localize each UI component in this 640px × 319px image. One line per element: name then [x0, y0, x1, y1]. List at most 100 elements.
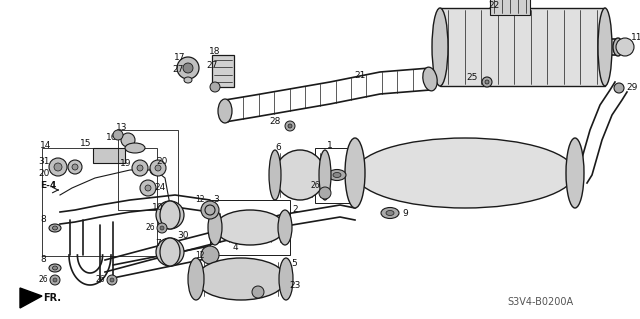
Ellipse shape	[160, 238, 180, 266]
Text: 27: 27	[206, 62, 218, 70]
Circle shape	[485, 80, 489, 84]
Circle shape	[616, 38, 634, 56]
Ellipse shape	[218, 99, 232, 123]
Ellipse shape	[279, 258, 293, 300]
Circle shape	[54, 163, 62, 171]
Ellipse shape	[275, 150, 325, 200]
Circle shape	[288, 124, 292, 128]
Text: E-4: E-4	[40, 181, 56, 189]
Text: 11: 11	[631, 33, 640, 42]
Text: 3: 3	[213, 196, 219, 204]
Text: 10: 10	[152, 204, 164, 212]
Text: 7: 7	[155, 240, 161, 249]
Text: 4: 4	[232, 243, 238, 253]
Circle shape	[614, 83, 624, 93]
Text: FR.: FR.	[43, 293, 61, 303]
Text: 6: 6	[275, 144, 281, 152]
Ellipse shape	[196, 258, 286, 300]
Ellipse shape	[188, 258, 204, 300]
Text: 20: 20	[156, 158, 168, 167]
Text: 26: 26	[38, 276, 48, 285]
Circle shape	[68, 160, 82, 174]
Text: 2: 2	[292, 205, 298, 214]
Circle shape	[201, 246, 219, 264]
Text: 12: 12	[195, 251, 205, 261]
Text: 1: 1	[327, 140, 333, 150]
Circle shape	[156, 238, 184, 266]
Bar	[212, 55, 234, 87]
Bar	[315, 148, 350, 203]
Text: 22: 22	[488, 2, 500, 11]
Ellipse shape	[381, 207, 399, 219]
Circle shape	[183, 63, 193, 73]
Ellipse shape	[319, 150, 331, 200]
Ellipse shape	[278, 210, 292, 245]
Circle shape	[252, 286, 264, 298]
Circle shape	[140, 180, 156, 196]
Text: 26: 26	[95, 276, 105, 285]
Circle shape	[137, 165, 143, 171]
Text: 18: 18	[209, 48, 221, 56]
Circle shape	[53, 278, 57, 282]
Ellipse shape	[345, 138, 365, 208]
Circle shape	[156, 201, 184, 229]
Ellipse shape	[215, 210, 285, 245]
Text: 8: 8	[40, 256, 46, 264]
Ellipse shape	[432, 8, 448, 86]
Text: 27: 27	[172, 64, 184, 73]
Text: 26: 26	[310, 182, 320, 190]
Circle shape	[155, 165, 161, 171]
Ellipse shape	[328, 169, 346, 181]
Circle shape	[319, 187, 331, 199]
Text: 29: 29	[627, 84, 637, 93]
Ellipse shape	[49, 264, 61, 272]
Polygon shape	[20, 288, 42, 308]
Text: 12: 12	[195, 196, 205, 204]
Circle shape	[50, 275, 60, 285]
Text: 19: 19	[120, 159, 132, 167]
Ellipse shape	[613, 38, 623, 56]
Circle shape	[110, 278, 114, 282]
Circle shape	[482, 77, 492, 87]
Ellipse shape	[52, 266, 58, 270]
Text: 9: 9	[320, 166, 326, 174]
Bar	[490, 0, 530, 15]
Circle shape	[210, 82, 220, 92]
Text: 14: 14	[40, 140, 52, 150]
Ellipse shape	[355, 138, 575, 208]
Circle shape	[201, 201, 219, 219]
Text: 17: 17	[174, 54, 186, 63]
Bar	[118, 130, 178, 210]
Text: 23: 23	[289, 280, 301, 290]
Bar	[210, 200, 290, 255]
Text: 13: 13	[116, 122, 128, 131]
Text: 8: 8	[40, 216, 46, 225]
Ellipse shape	[49, 224, 61, 232]
Circle shape	[107, 275, 117, 285]
Circle shape	[150, 165, 160, 175]
Ellipse shape	[125, 143, 145, 153]
Circle shape	[145, 185, 151, 191]
Text: 25: 25	[467, 73, 477, 83]
Circle shape	[49, 158, 67, 176]
Circle shape	[160, 226, 164, 230]
Circle shape	[285, 121, 295, 131]
Text: S3V4-B0200A: S3V4-B0200A	[507, 297, 573, 307]
Text: 26: 26	[145, 224, 155, 233]
Text: 9: 9	[402, 209, 408, 218]
Text: 24: 24	[154, 183, 166, 192]
Text: 28: 28	[269, 117, 281, 127]
Ellipse shape	[52, 226, 58, 230]
Circle shape	[113, 130, 123, 140]
Text: 16: 16	[106, 133, 118, 143]
Text: 20: 20	[38, 168, 50, 177]
Circle shape	[177, 57, 199, 79]
Text: 21: 21	[355, 70, 365, 79]
Ellipse shape	[333, 173, 341, 177]
Text: 30: 30	[177, 231, 189, 240]
Ellipse shape	[598, 8, 612, 86]
Bar	[440, 8, 605, 86]
Ellipse shape	[566, 138, 584, 208]
Ellipse shape	[184, 77, 192, 83]
Ellipse shape	[423, 67, 437, 91]
